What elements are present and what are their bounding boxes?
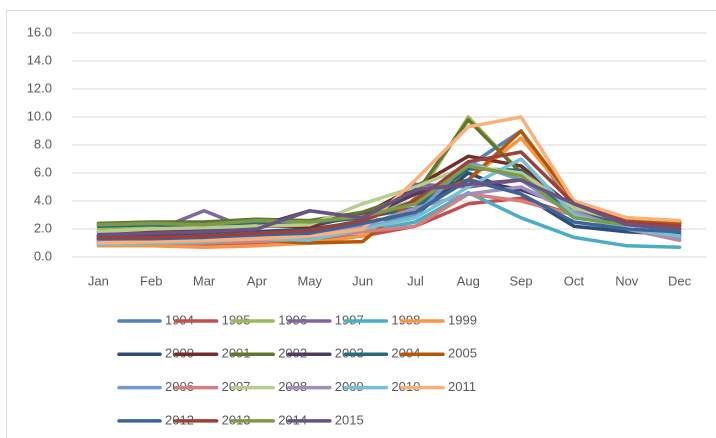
legend-label: 2011 [448, 379, 476, 394]
legend-label: 1999 [448, 312, 477, 327]
x-tick-label: Dec [668, 273, 692, 288]
y-tick-label: 0.0 [34, 248, 52, 263]
x-tick-label: Jul [407, 273, 424, 288]
x-tick-label: Nov [615, 273, 639, 288]
y-tick-label: 8.0 [34, 136, 52, 151]
x-tick-label: Jan [88, 273, 109, 288]
series-line [96, 164, 682, 231]
x-tick-label: Feb [140, 273, 162, 288]
y-tick-label: 4.0 [34, 192, 52, 207]
y-tick-label: 10.0 [27, 108, 52, 123]
series-line [96, 178, 682, 237]
x-tick-label: Apr [247, 273, 268, 288]
y-tick-label: 16.0 [27, 24, 52, 39]
y-tick-label: 12.0 [27, 80, 52, 95]
x-tick-label: Jun [352, 273, 373, 288]
x-tick-label: May [297, 273, 322, 288]
series-line [96, 164, 682, 234]
x-tick-label: Mar [193, 273, 216, 288]
y-tick-label: 6.0 [34, 164, 52, 179]
legend-label: 2015 [335, 412, 364, 427]
legend-label: 2005 [448, 346, 477, 361]
x-tick-label: Aug [457, 273, 480, 288]
x-tick-label: Sep [510, 273, 533, 288]
y-tick-label: 2.0 [34, 220, 52, 235]
y-tick-label: 14.0 [27, 52, 52, 67]
x-tick-label: Oct [564, 273, 585, 288]
